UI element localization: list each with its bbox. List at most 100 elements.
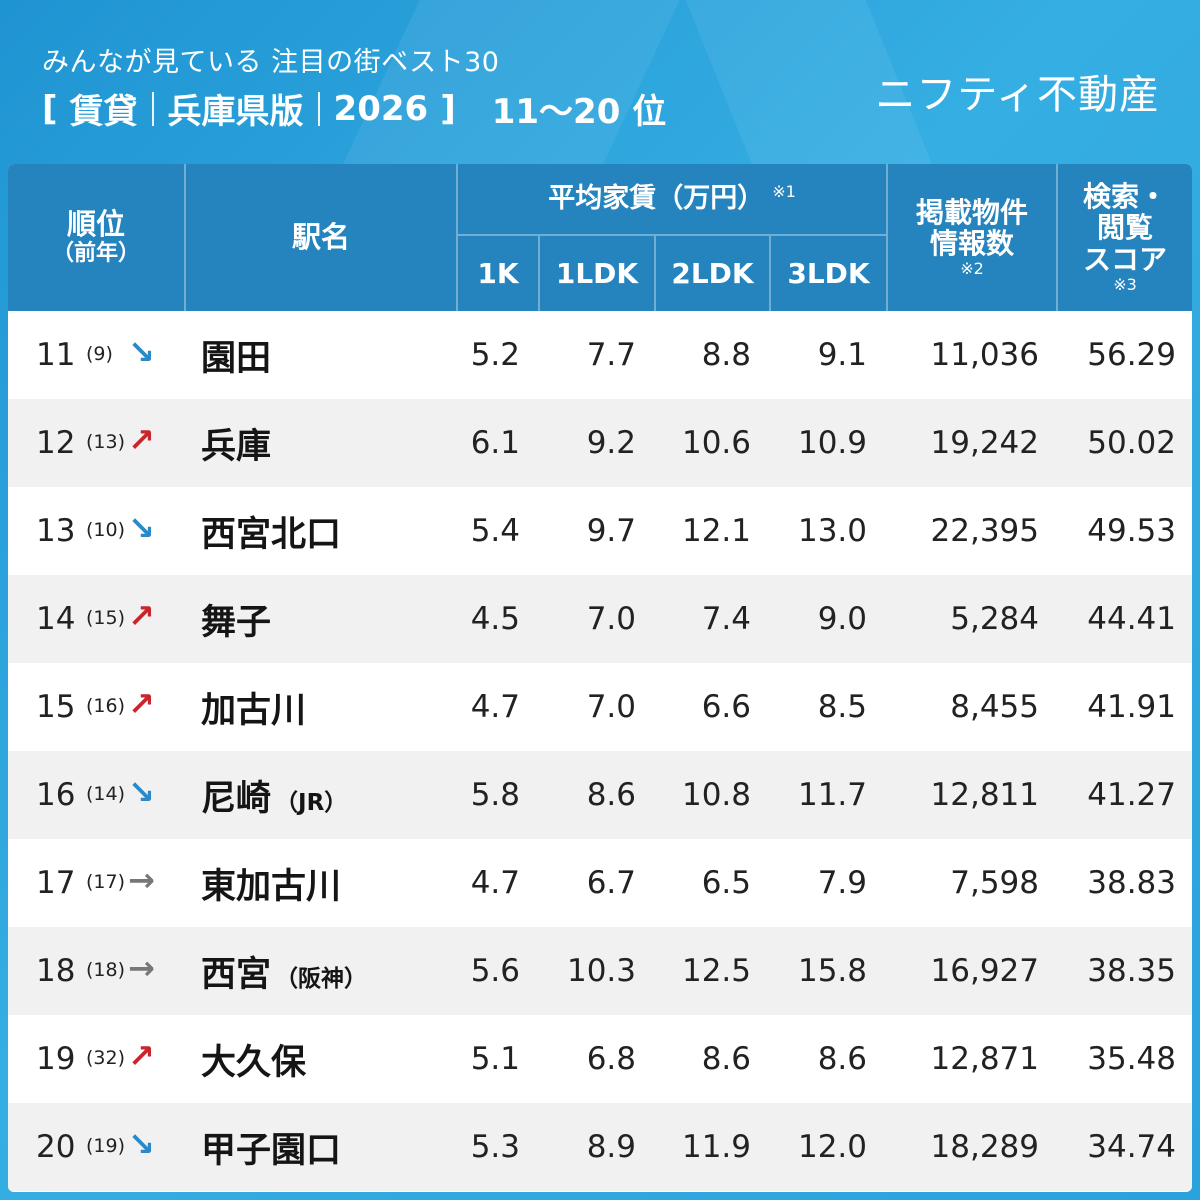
header-score-line3: スコア — [1082, 242, 1167, 276]
rent-1ldk-cell: 10.3 — [566, 953, 636, 989]
listings-count-cell: 5,284 — [950, 601, 1039, 637]
rent-3ldk-cell: 8.6 — [817, 1041, 867, 1077]
header-score: 検索・ 閲覧 スコア ※3 — [1058, 164, 1192, 311]
rent-2ldk-cell: 6.5 — [701, 865, 751, 901]
rent-1k-cell: 5.8 — [470, 777, 520, 813]
rent-2ldk-cell: 11.9 — [681, 1129, 751, 1165]
header-divider — [456, 164, 458, 311]
header-divider — [538, 236, 540, 311]
header-1ldk: 1LDK — [540, 236, 654, 311]
rent-1ldk-cell: 6.8 — [586, 1041, 636, 1077]
title-year: 2026 — [333, 88, 429, 129]
rent-3ldk-cell: 12.0 — [797, 1129, 867, 1165]
ranking-table: 順位 （前年） 駅名 平均家賃（万円） ※1 1K 1LDK 2LDK 3LDK — [8, 164, 1192, 1192]
prev-rank-cell: (19) — [86, 1135, 126, 1157]
score-cell: 50.02 — [1087, 425, 1176, 461]
listings-count-cell: 18,289 — [930, 1129, 1039, 1165]
header-score-note: ※3 — [1113, 275, 1137, 295]
page-title: [ 賃貸 兵庫県版 2026 ] 11～20 位 — [42, 84, 666, 133]
station-name: 舞子 — [201, 602, 272, 643]
rent-2ldk-cell: 6.6 — [701, 689, 751, 725]
station-name: 園田 — [201, 338, 272, 379]
rent-1ldk-cell: 6.7 — [586, 865, 636, 901]
rent-1k-cell: 6.1 — [470, 425, 520, 461]
trend-down-icon: ↘ — [128, 333, 155, 371]
header-rank: 順位 （前年） — [8, 164, 184, 311]
trend-flat-icon: → — [128, 861, 155, 899]
brand-logo: ニフティ不動産 — [875, 72, 1160, 118]
rent-1ldk-cell: 9.7 — [586, 513, 636, 549]
listings-count-cell: 19,242 — [930, 425, 1039, 461]
prev-rank-cell: (9) — [86, 343, 113, 365]
header-divider — [886, 164, 888, 311]
title-region: 兵庫県版 — [167, 92, 304, 132]
rent-3ldk-cell: 15.8 — [797, 953, 867, 989]
station-name: 西宮 （阪神） — [201, 954, 368, 995]
station-line-suffix: （JR） — [275, 789, 348, 816]
prev-rank-cell: (15) — [86, 607, 126, 629]
prev-rank-cell: (18) — [86, 959, 126, 981]
trend-flat-icon: → — [128, 949, 155, 987]
rent-1k-cell: 5.1 — [470, 1041, 520, 1077]
score-cell: 34.74 — [1087, 1129, 1176, 1165]
rank-cell: 13 — [36, 513, 76, 549]
header-rank-prev-label: （前年） — [51, 240, 140, 266]
table-header: 順位 （前年） 駅名 平均家賃（万円） ※1 1K 1LDK 2LDK 3LDK — [8, 164, 1192, 311]
station-name: 大久保 — [201, 1042, 307, 1083]
title-separator — [317, 91, 320, 126]
listings-count-cell: 11,036 — [930, 337, 1039, 373]
prev-rank-cell: (10) — [86, 519, 126, 541]
station-name: 西宮北口 — [201, 514, 342, 555]
rent-1k-cell: 5.4 — [470, 513, 520, 549]
prev-rank-cell: (16) — [86, 695, 126, 717]
rent-1k-cell: 5.3 — [470, 1129, 520, 1165]
rent-1k-cell: 4.7 — [470, 865, 520, 901]
header-station: 駅名 — [186, 164, 456, 311]
table-row: 11 (9) 園田 5.2 7.7 8.8 9.1 11,036 56.29 ↘ — [8, 311, 1192, 399]
prev-rank-cell: (13) — [86, 431, 126, 453]
rent-1k-cell: 4.7 — [470, 689, 520, 725]
listings-count-cell: 16,927 — [930, 953, 1039, 989]
rent-3ldk-cell: 7.9 — [817, 865, 867, 901]
rank-cell: 18 — [36, 953, 76, 989]
score-cell: 56.29 — [1087, 337, 1176, 373]
rank-cell: 15 — [36, 689, 76, 725]
title-bracket-open: [ — [42, 88, 58, 129]
score-cell: 38.83 — [1087, 865, 1176, 901]
score-cell: 35.48 — [1087, 1041, 1176, 1077]
listings-count-cell: 12,811 — [930, 777, 1039, 813]
rent-1k-cell: 4.5 — [470, 601, 520, 637]
table-row: 12 (13) 兵庫 6.1 9.2 10.6 10.9 19,242 50.02 ↗ — [8, 399, 1192, 487]
rent-2ldk-cell: 12.1 — [681, 513, 751, 549]
trend-up-icon: ↗ — [128, 1037, 155, 1075]
header-avg-rent-note: ※1 — [772, 181, 796, 201]
trend-up-icon: ↗ — [128, 421, 155, 459]
rank-cell: 19 — [36, 1041, 76, 1077]
rent-2ldk-cell: 8.6 — [701, 1041, 751, 1077]
score-cell: 41.27 — [1087, 777, 1176, 813]
rent-1k-cell: 5.6 — [470, 953, 520, 989]
trend-up-icon: ↗ — [128, 685, 155, 723]
header-rank-label: 順位 — [66, 207, 125, 242]
table-body: 11 (9) 園田 5.2 7.7 8.8 9.1 11,036 56.29 ↘ 12 (13) 兵庫 6… — [8, 311, 1192, 1191]
subtitle: みんなが見ている 注目の街ベスト30 — [42, 47, 500, 78]
header-listings-line2: 情報数 — [929, 227, 1014, 260]
trend-down-icon: ↘ — [128, 773, 155, 811]
table-row: 18 (18) 西宮 （阪神） 5.6 10.3 12.5 15.8 16,927 38.35 → — [8, 927, 1192, 1015]
rank-cell: 20 — [36, 1129, 76, 1165]
listings-count-cell: 8,455 — [950, 689, 1039, 725]
header-listings-note: ※2 — [960, 259, 984, 279]
header-score-line1: 検索・ — [1082, 179, 1167, 213]
station-line-suffix: （阪神） — [275, 965, 368, 992]
rent-3ldk-cell: 13.0 — [797, 513, 867, 549]
trend-up-icon: ↗ — [128, 597, 155, 635]
rent-1ldk-cell: 9.2 — [586, 425, 636, 461]
trend-down-icon: ↘ — [128, 1125, 155, 1163]
title-bracket-close: ] — [440, 88, 456, 129]
table-row: 15 (16) 加古川 4.7 7.0 6.6 8.5 8,455 41.91 ↗ — [8, 663, 1192, 751]
header-avg-rent: 平均家賃（万円） ※1 — [458, 164, 886, 234]
header-divider — [769, 236, 771, 311]
header-divider — [458, 234, 886, 236]
station-name: 兵庫 — [201, 426, 272, 467]
rent-3ldk-cell: 9.0 — [817, 601, 867, 637]
